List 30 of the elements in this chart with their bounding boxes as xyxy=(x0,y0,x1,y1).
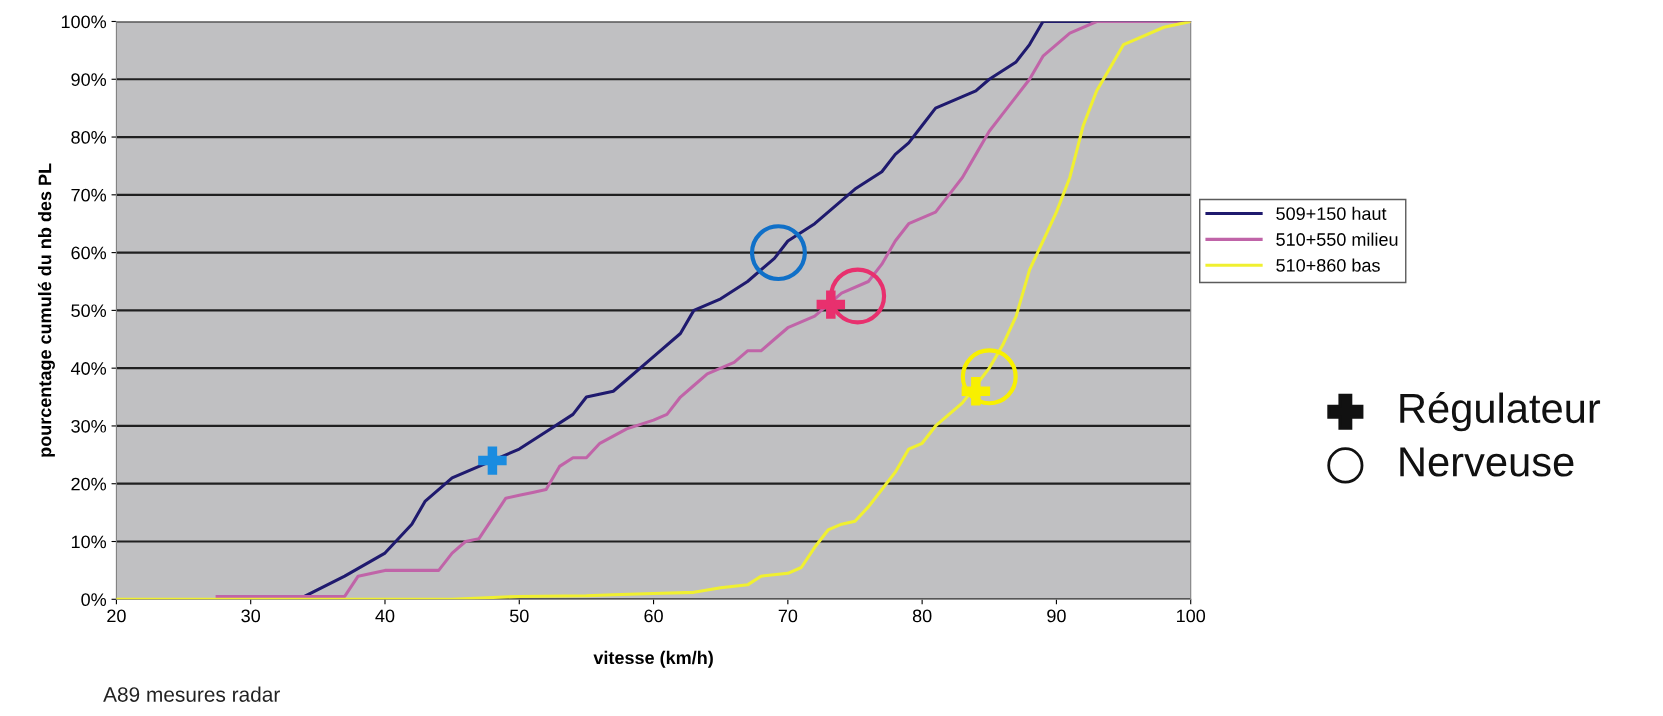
x-tick-label: 70 xyxy=(778,609,798,623)
legend-label: 510+860 bas xyxy=(1276,258,1380,272)
text: Régulateur xyxy=(1400,392,1601,432)
point xyxy=(478,446,507,475)
x-tick-label: 40 xyxy=(375,609,395,623)
legend-label: 510+550 milieu xyxy=(1276,232,1398,246)
x-axis-title: vitesse (km/h) xyxy=(593,650,713,668)
x-tick-label: 80 xyxy=(912,609,932,623)
y-tick-label: 70% xyxy=(71,188,107,202)
point xyxy=(749,224,807,282)
y-tick-label: 80% xyxy=(71,130,107,144)
y-tick-label: 0% xyxy=(81,593,107,607)
x-tick-label: 90 xyxy=(1047,609,1066,623)
y-tick-label: 90% xyxy=(71,73,107,86)
legend-label: 509+150 haut xyxy=(1276,206,1387,221)
y-tick-label: 10% xyxy=(71,535,107,549)
x-tick-label: 60 xyxy=(644,609,663,623)
x-tick-label: 30 xyxy=(241,609,261,623)
text: A89 mesures radar xyxy=(103,686,280,702)
text: Nerveuse xyxy=(1400,447,1574,477)
y-tick-label: 30% xyxy=(71,419,107,433)
y-axis-title: pourcentage cumulé du nb des PL xyxy=(37,163,55,457)
y-tick-label: 50% xyxy=(71,304,107,318)
x-tick-label: 100 xyxy=(1177,609,1206,623)
y-tick-label: 40% xyxy=(70,362,107,375)
x-tick-label: 20 xyxy=(107,609,126,623)
y-tick-label: 20% xyxy=(71,477,107,491)
y-tick-label: 100% xyxy=(61,15,107,29)
y-tick-label: 60% xyxy=(71,246,107,260)
x-tick-label: 50 xyxy=(509,609,529,623)
